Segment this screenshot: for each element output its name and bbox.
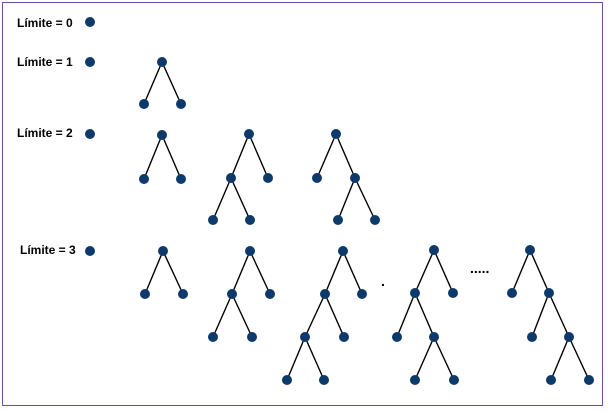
tree-limit3-c-node-1 [320, 289, 330, 299]
tree-limit3-a-edge-0 [144, 250, 164, 295]
tree-nodes [85, 17, 594, 385]
tree-limit3-e-edge-4 [550, 336, 570, 381]
tree-limit2-b-edge-2 [212, 177, 232, 221]
tree-limit3-c-edge-3 [324, 293, 345, 338]
tree-limit3-c-node-3 [300, 332, 310, 342]
tree-limit3-e-edge-2 [531, 292, 550, 338]
tree-edges [143, 61, 590, 381]
tree-limit2-b-node-2 [263, 173, 273, 183]
tree-limit3-c-node-2 [357, 289, 367, 299]
tree-limit3-b-edge-0 [231, 250, 251, 295]
tree-limit3-d-edge-3 [414, 292, 435, 338]
tree-limit3-b-node-2 [265, 289, 275, 299]
tree-limit2-c-edge-0 [316, 133, 337, 179]
tree-limit3-a-node-3 [178, 289, 188, 299]
tree-limit1-node-0 [85, 57, 95, 67]
tree-limit2-a-edge-1 [161, 134, 182, 180]
tree-limit3-b-edge-1 [249, 250, 271, 295]
tree-limit3-e-edge-5 [568, 336, 590, 381]
tree-limit3-e-node-5 [546, 375, 556, 385]
tree-limit2-a-edge-0 [143, 134, 163, 180]
tree-limit2-b-node-3 [208, 215, 218, 225]
tree-limit3-c-edge-1 [342, 250, 363, 295]
tree-limit3-e-node-6 [584, 375, 594, 385]
tree-limit3-e-node-3 [527, 332, 537, 342]
tree-limit3-c-edge-5 [304, 336, 325, 381]
tree-limit3-e-edge-3 [548, 292, 570, 338]
tree-limit3-a-node-1 [158, 246, 168, 256]
tree-limit3-d-node-3 [392, 332, 402, 342]
tree-limit3-e-edge-0 [511, 249, 531, 294]
tree-limit3-d-node-1 [410, 288, 420, 298]
tree-limit3-d-edge-0 [414, 249, 435, 294]
tree-limit3-e-node-4 [564, 332, 574, 342]
tree-limit2-b-edge-0 [230, 133, 250, 179]
tree-limit3-c-node-0 [338, 246, 348, 256]
tree-limit2-c-node-0 [331, 129, 341, 139]
tree-limit3-c-node-5 [282, 375, 292, 385]
tree-limit1-edge-0 [143, 61, 163, 105]
level-3-label: Límite = 3 [20, 243, 76, 257]
tree-limit3-d-node-2 [448, 288, 458, 298]
tree-limit3-d-node-5 [410, 375, 420, 385]
tree-limit2-c-edge-1 [335, 133, 356, 179]
tree-limit3-c-edge-0 [324, 250, 344, 295]
level-1-label: Límite = 1 [17, 55, 73, 69]
tree-limit2-b-node-1 [226, 173, 236, 183]
ellipsis-dots: ..... [470, 260, 489, 276]
tree-limit2-c-node-3 [333, 215, 343, 225]
tree-limit3-c-edge-2 [304, 293, 326, 338]
tree-limit3-d-node-6 [449, 375, 459, 385]
tree-limit3-b-node-0 [245, 246, 255, 256]
tree-limit3-e-node-2 [544, 288, 554, 298]
tree-limit3-d-edge-5 [433, 336, 455, 381]
tree-limit2-b-node-4 [245, 215, 255, 225]
tree-limit2-c-node-2 [350, 173, 360, 183]
tree-limit2-a-node-3 [176, 174, 186, 184]
level-2-label: Límite = 2 [17, 126, 73, 140]
tree-limit3-a-node-0 [85, 246, 95, 256]
tree-limit2-c-node-1 [312, 173, 322, 183]
tree-limit3-e-node-0 [525, 245, 535, 255]
tree-limit2-c-edge-2 [337, 177, 356, 221]
tree-limit3-d-node-0 [429, 245, 439, 255]
tree-limit3-d-node-4 [429, 332, 439, 342]
tree-limit3-b-edge-3 [231, 293, 253, 338]
ellipsis-dot: . [381, 273, 385, 289]
tree-limit3-a-edge-1 [162, 250, 184, 295]
tree-limit2-a-node-0 [85, 129, 95, 139]
tree-limit3-c-node-6 [319, 375, 329, 385]
tree-limit3-e-edge-1 [529, 249, 550, 294]
tree-limit2-a-node-1 [157, 130, 167, 140]
tree-limit1-edge-1 [161, 61, 182, 105]
tree-limit3-d-edge-1 [433, 249, 454, 294]
tree-limit1-node-2 [139, 99, 149, 109]
tree-limit3-d-edge-4 [414, 336, 435, 381]
tree-limit2-b-node-0 [244, 129, 254, 139]
tree-limit2-b-edge-1 [248, 133, 269, 179]
tree-limit1-node-3 [176, 99, 186, 109]
tree-limit3-a-node-2 [140, 289, 150, 299]
tree-limit3-b-node-4 [247, 332, 257, 342]
level-0-label: Límite = 0 [17, 16, 73, 30]
tree-limit2-b-edge-3 [230, 177, 251, 221]
tree-limit3-b-node-1 [227, 289, 237, 299]
tree-limit2-c-edge-3 [354, 177, 376, 221]
tree-limit2-a-node-2 [139, 174, 149, 184]
tree-limit3-b-edge-2 [212, 293, 233, 338]
tree-limit3-c-node-4 [339, 332, 349, 342]
tree-limit3-b-node-3 [208, 332, 218, 342]
tree-limit3-e-node-1 [507, 288, 517, 298]
tree-limit1-node-1 [157, 57, 167, 67]
tree-limit2-c-node-4 [370, 215, 380, 225]
tree-limit3-d-edge-2 [396, 292, 416, 338]
tree-limit0-node-0 [85, 17, 95, 27]
tree-limit3-c-edge-4 [286, 336, 306, 381]
